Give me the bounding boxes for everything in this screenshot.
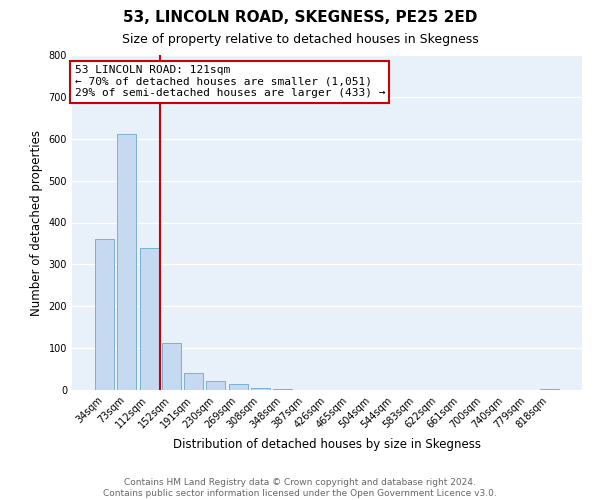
Bar	[273, 389, 292, 390]
Text: Contains HM Land Registry data © Crown copyright and database right 2024.
Contai: Contains HM Land Registry data © Crown c…	[103, 478, 497, 498]
Text: 53 LINCOLN ROAD: 121sqm
← 70% of detached houses are smaller (1,051)
29% of semi: 53 LINCOLN ROAD: 121sqm ← 70% of detache…	[74, 65, 385, 98]
Bar	[184, 373, 203, 390]
Text: Size of property relative to detached houses in Skegness: Size of property relative to detached ho…	[122, 32, 478, 46]
Bar	[140, 248, 158, 390]
Bar	[251, 388, 270, 390]
Bar	[206, 381, 225, 390]
Bar	[95, 240, 114, 390]
Bar	[118, 134, 136, 390]
Bar	[229, 384, 248, 390]
X-axis label: Distribution of detached houses by size in Skegness: Distribution of detached houses by size …	[173, 438, 481, 451]
Bar	[540, 389, 559, 390]
Bar	[162, 342, 181, 390]
Text: 53, LINCOLN ROAD, SKEGNESS, PE25 2ED: 53, LINCOLN ROAD, SKEGNESS, PE25 2ED	[123, 10, 477, 25]
Y-axis label: Number of detached properties: Number of detached properties	[30, 130, 43, 316]
